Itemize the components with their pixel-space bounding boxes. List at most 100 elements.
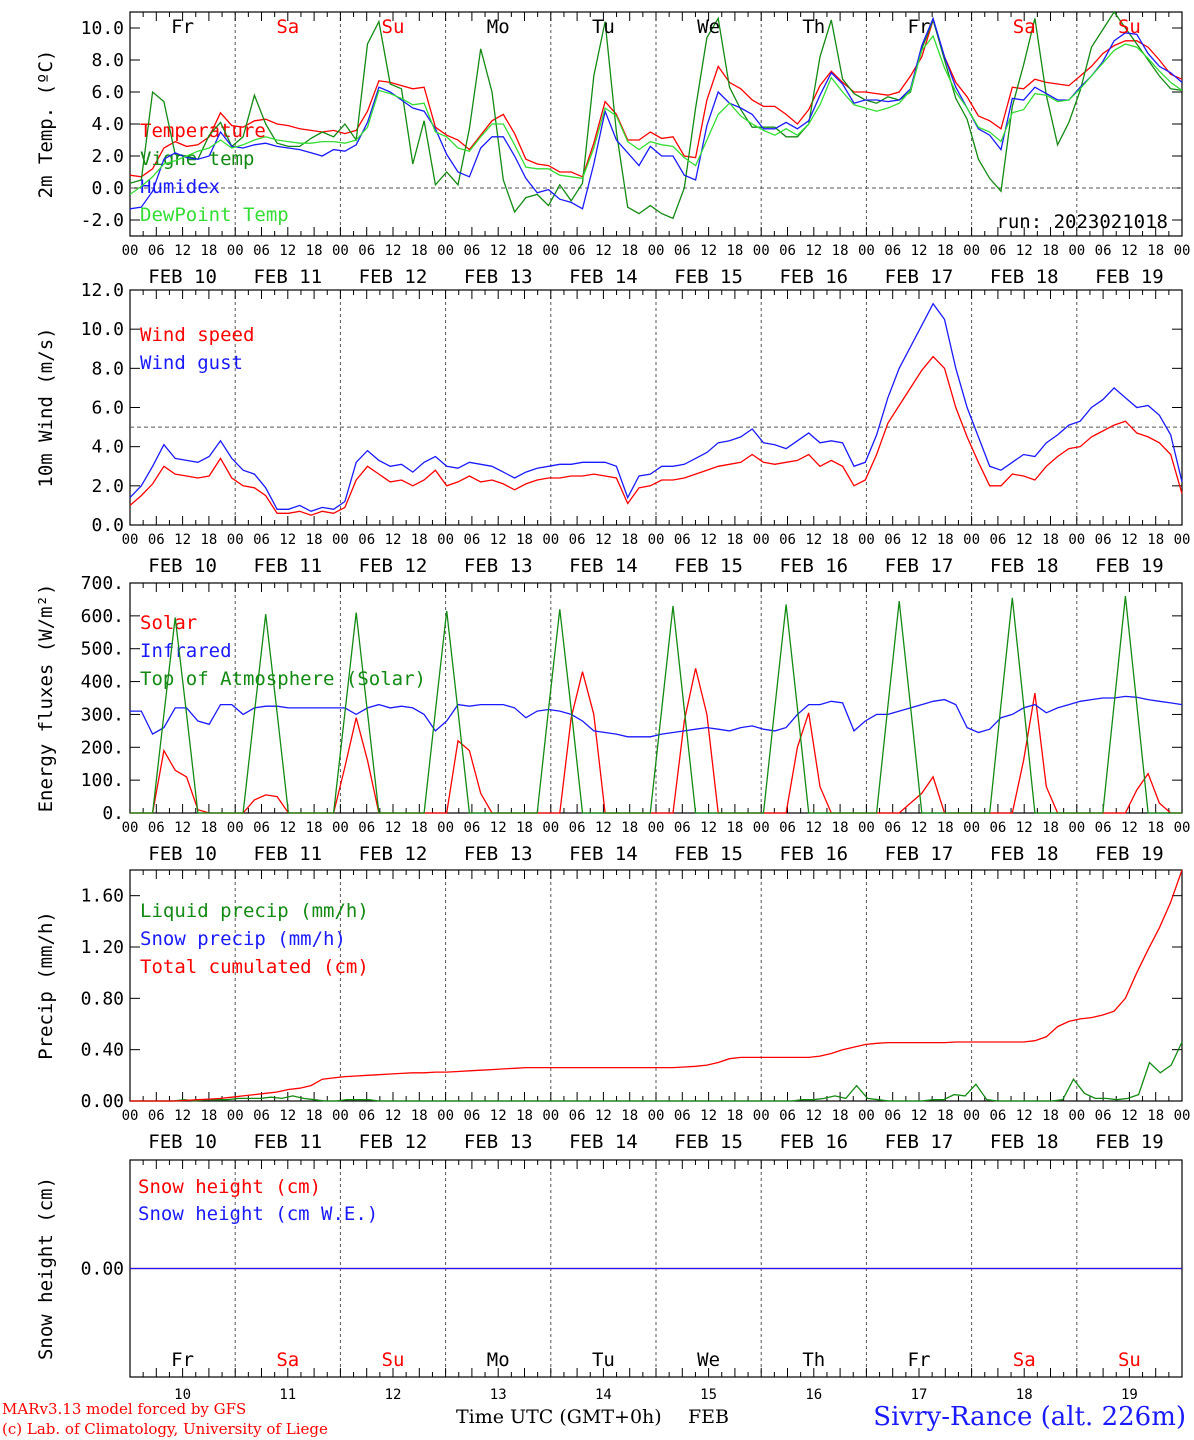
hour-tick-label: 12 [1016, 820, 1033, 836]
weekday-label: Su [382, 1349, 405, 1371]
hour-tick-label: 06 [989, 820, 1006, 836]
hour-tick-label: 12 [174, 1108, 191, 1124]
day-label: FEB 18 [990, 1131, 1059, 1153]
hour-tick-label: 12 [595, 820, 612, 836]
series-line-wind-gust [129, 302, 1183, 513]
hour-tick-label: 18 [516, 820, 533, 836]
hour-tick-label: 06 [989, 1108, 1006, 1124]
day-number-label: 16 [805, 1387, 822, 1403]
hour-tick-label: 00 [122, 243, 139, 259]
y-tick-label: 400. [81, 672, 124, 693]
hour-tick-label: 00 [122, 820, 139, 836]
hour-tick-label: 06 [779, 532, 796, 548]
hour-tick-label: 18 [516, 1108, 533, 1124]
hour-tick-label: 00 [648, 820, 665, 836]
run-label: run: 2023021018 [996, 211, 1168, 233]
y-tick-label: 2.0 [91, 476, 124, 497]
hour-tick-label: 12 [1121, 243, 1138, 259]
model-credit: MARv3.13 model forced by GFS [2, 1400, 247, 1418]
legend-entry: Top of Atmosphere (Solar) [140, 668, 426, 690]
hour-tick-label: 00 [1174, 243, 1191, 259]
series-line-wind-speed [129, 355, 1183, 516]
weekday-label: Sa [276, 1349, 299, 1371]
hour-tick-label: 18 [832, 1108, 849, 1124]
legend-entry: Snow precip (mm/h) [140, 928, 346, 950]
weekday-label: Sa [1013, 16, 1036, 38]
hour-tick-label: 18 [1042, 1108, 1059, 1124]
hour-tick-label: 18 [306, 1108, 323, 1124]
day-label: FEB 16 [779, 555, 848, 577]
hour-tick-label: 18 [306, 243, 323, 259]
y-axis-label: 10m Wind (m/s) [35, 327, 57, 487]
hour-tick-label: 12 [1121, 1108, 1138, 1124]
weekday-label: Tu [592, 1349, 615, 1371]
y-tick-label: 1.60 [81, 886, 124, 907]
hour-tick-label: 00 [437, 243, 454, 259]
hour-tick-label: 06 [148, 532, 165, 548]
hour-tick-label: 18 [621, 820, 638, 836]
day-number-label: 18 [1016, 1387, 1033, 1403]
weekday-label: We [697, 16, 720, 38]
legend-entry: Infrared [140, 640, 232, 662]
hour-tick-label: 00 [963, 243, 980, 259]
weekday-label: Th [802, 1349, 825, 1371]
hour-tick-label: 12 [700, 1108, 717, 1124]
day-label: FEB 11 [253, 1131, 322, 1153]
y-tick-label: 6.0 [91, 398, 124, 419]
hour-tick-label: 00 [1174, 820, 1191, 836]
y-tick-label: 600. [81, 606, 124, 627]
hour-tick-label: 18 [200, 243, 217, 259]
weekday-label: Su [1118, 1349, 1141, 1371]
weekday-label: Su [1118, 16, 1141, 38]
day-label: FEB 19 [1095, 843, 1164, 865]
hour-tick-label: 00 [1068, 1108, 1085, 1124]
hour-tick-label: 06 [463, 1108, 480, 1124]
day-number-label: 10 [174, 1387, 191, 1403]
y-tick-label: 10.0 [81, 18, 124, 39]
legend-entry: Liquid precip (mm/h) [140, 900, 369, 922]
hour-tick-label: 12 [1121, 532, 1138, 548]
hour-tick-label: 12 [1016, 532, 1033, 548]
hour-tick-label: 06 [253, 820, 270, 836]
day-label: FEB 10 [148, 555, 217, 577]
day-label: FEB 16 [779, 266, 848, 288]
day-label: FEB 17 [885, 555, 954, 577]
hour-tick-label: 00 [753, 820, 770, 836]
weekday-label: Fr [171, 1349, 194, 1371]
hour-tick-label: 06 [569, 1108, 586, 1124]
hour-tick-label: 06 [358, 532, 375, 548]
hour-tick-label: 06 [1095, 820, 1112, 836]
y-tick-label: -2.0 [81, 210, 124, 231]
hour-tick-label: 06 [569, 532, 586, 548]
weekday-label: Su [382, 16, 405, 38]
legend-entry: Wind speed [140, 324, 254, 346]
day-label: FEB 15 [674, 843, 743, 865]
hour-tick-label: 00 [227, 820, 244, 836]
hour-tick-label: 00 [227, 532, 244, 548]
y-tick-label: 0. [102, 803, 124, 824]
hour-tick-label: 00 [227, 243, 244, 259]
weekday-label: Th [802, 16, 825, 38]
hour-tick-label: 12 [595, 532, 612, 548]
day-label: FEB 15 [674, 555, 743, 577]
day-label: FEB 13 [464, 1131, 533, 1153]
weekday-label: We [697, 1349, 720, 1371]
hour-tick-label: 18 [306, 820, 323, 836]
y-tick-label: 300. [81, 704, 124, 725]
series-line-humidex [129, 16, 1183, 210]
hour-tick-label: 12 [805, 532, 822, 548]
hour-tick-label: 12 [490, 243, 507, 259]
y-tick-label: 200. [81, 737, 124, 758]
hour-tick-label: 18 [832, 532, 849, 548]
hour-tick-label: 06 [148, 243, 165, 259]
y-tick-label: 0.00 [81, 1091, 124, 1112]
hour-tick-label: 12 [385, 532, 402, 548]
weekday-label: Sa [1013, 1349, 1036, 1371]
day-label: FEB 18 [990, 266, 1059, 288]
legend-entry: Wind gust [140, 352, 243, 374]
hour-tick-label: 06 [779, 243, 796, 259]
hour-tick-label: 06 [779, 820, 796, 836]
hour-tick-label: 18 [200, 820, 217, 836]
hour-tick-label: 00 [122, 532, 139, 548]
